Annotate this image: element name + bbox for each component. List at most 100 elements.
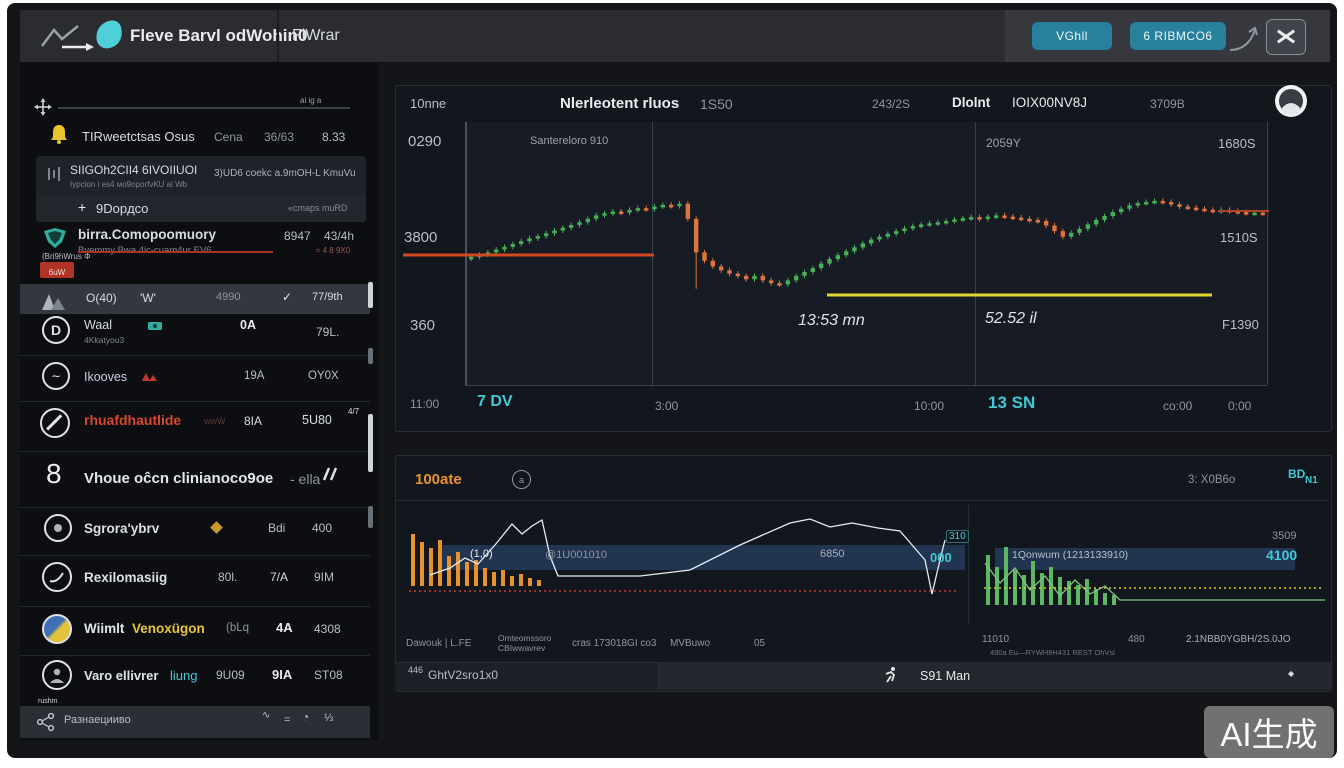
volume-title[interactable]: 100ate [415,471,462,488]
mini-left-label-4: 000 [930,550,952,565]
status-item: 2.1NBB0YGBH/2S.0JO [1186,634,1291,645]
ai-watermark-label: AI生成 [1220,716,1318,753]
mini-left-label-1: (1,0) [470,548,493,560]
stock-v1: 8947 [284,229,311,243]
footer-left-label[interactable]: GhtV2sro1x0 [428,668,499,682]
active-c4: 77/9th [312,291,343,303]
figure-8-icon: 8 [46,458,62,489]
notice-subtitle: Iypcion i es4 мо9оporfvKU ai Wb [70,180,188,189]
stock-badge-label: 6uW [48,268,66,277]
candlestick-chart[interactable] [403,122,1269,385]
wave-icon[interactable]: ∿ [262,710,271,721]
equals-icon[interactable]: = [284,714,291,726]
gridline [975,122,976,385]
stock-v2: 43/4h [324,229,355,243]
chart-title-tail: 1S50 [700,96,733,112]
row-v1: (bLq [226,622,250,634]
notice-right: 3)UD6 coekc a.9mOH-L KmuVu [214,168,356,179]
clock-icon[interactable]: ◔ [302,710,310,724]
scrollbar-thumb[interactable] [368,282,373,308]
row-v2: 5U80 [302,413,332,427]
row-name: Waal [84,318,113,332]
row-v1: 80l. [218,570,238,584]
volume-chart-left[interactable] [405,508,965,600]
status-item: 490a Eu—RYWH8H431 REST OhVsl [990,648,1115,657]
letter-d-icon: D [42,316,70,344]
footer-caret-icon[interactable]: ◆ [1288,669,1295,678]
row-name: rhuafdhautlide [84,412,182,428]
row-v2: 7/A [270,570,289,584]
coin-icon [44,514,72,542]
bottom-panel [395,455,1332,692]
topbar-divider [277,10,279,62]
panel-right-accent-1: BD [1288,467,1306,481]
status-item: 11010 [982,634,1010,645]
mountain-icon [42,294,65,310]
active-row[interactable] [20,284,370,314]
profile-avatar-icon[interactable] [1274,84,1308,118]
status-item: Omteomssoro CBIwwavrev [498,633,568,653]
inchart-label-2: 2059Y [986,136,1021,150]
scrollbar-thumb[interactable] [368,506,373,528]
shield-icon [44,228,66,248]
timeframe-label[interactable]: 10nne [410,96,447,111]
sidebar-header-line [58,107,350,109]
row-ghost: wwW [204,416,226,426]
x-tick: 0:00 [1228,399,1252,413]
circle-a-label: a [518,474,524,485]
alert-col3: 8.33 [322,130,346,144]
row-name: Rexilomasiig [84,570,168,585]
row-name: Sgrora'ybrv [84,521,160,536]
tools-button[interactable] [1266,19,1306,55]
plus-icon: + [78,199,87,215]
scrollbar-thumb[interactable] [368,348,373,364]
header-value-1: 243/2S [872,97,911,111]
mini-right-label-1: 1Qonwum (1213133910) [1012,549,1129,561]
menu-item[interactable]: FiWrar [292,27,340,44]
money-icon [148,322,162,330]
topbar-button-2[interactable]: 6 RIBMCO6 [1130,22,1226,50]
row-v2: OY0X [308,370,339,382]
topbar-button-1[interactable]: VGhll [1032,22,1112,50]
active-c2: 'W' [140,291,156,305]
fraction-icon[interactable]: ⅓ [324,712,334,724]
add-row-label: 9Dopдco [96,201,149,216]
check-icon: ✓ [282,290,293,304]
stock-note: (Bri9hWrus Φ [42,252,91,261]
bottom-footer-right-cell[interactable] [658,662,1331,690]
y-tick-left: 3800 [404,229,438,246]
app-title: Fleve Barvl odWohin0 [130,26,308,45]
stock-subtitle: Bvemmy Bwa.4ic-cuam4ur EV6 [78,245,212,256]
share-icon[interactable] [36,712,56,732]
status-item: MVBuwo [670,638,711,649]
x-axis-line [465,385,1267,386]
swoosh-icon [42,562,72,592]
scrollbar-thumb[interactable] [368,414,373,472]
y-tick-right: F1390 [1222,317,1259,332]
active-c3: 4990 [216,291,241,303]
x-tick: 10:00 [914,399,945,413]
footer-right-label[interactable]: S91 Man [920,669,971,683]
row-accent: liung [170,668,198,683]
row-v1: 19A [244,370,265,382]
ai-watermark: AI生成 [1204,706,1334,758]
circle-a-icon[interactable]: a [512,470,531,489]
inchart-label-1: Santereloro 910 [530,135,609,147]
row-v3: ST08 [314,668,343,682]
chart-annotation-2: 52.52 il [985,310,1037,327]
notice-title: SIIGOh2CII4 6IVOIIUOI [70,163,198,177]
row-v2: 400 [312,521,333,535]
volume-chart-right[interactable] [980,508,1330,608]
add-row[interactable] [36,194,366,222]
x-tick: 3:00 [655,399,679,413]
move-icon[interactable] [34,98,52,116]
swirl-icon: ∼ [42,362,70,390]
row-v1: 0A [240,318,256,332]
avatar-icon [42,660,72,690]
alert-title: TIRweetctsas Osus [82,129,195,144]
red-chart-icon [142,373,157,381]
header-value-3: IOIX00NV8J [1012,95,1088,110]
status-item-label: Omteomssoro CBIwwavrev [498,633,552,653]
chart-title: Nlerleotent rluos [560,95,680,112]
